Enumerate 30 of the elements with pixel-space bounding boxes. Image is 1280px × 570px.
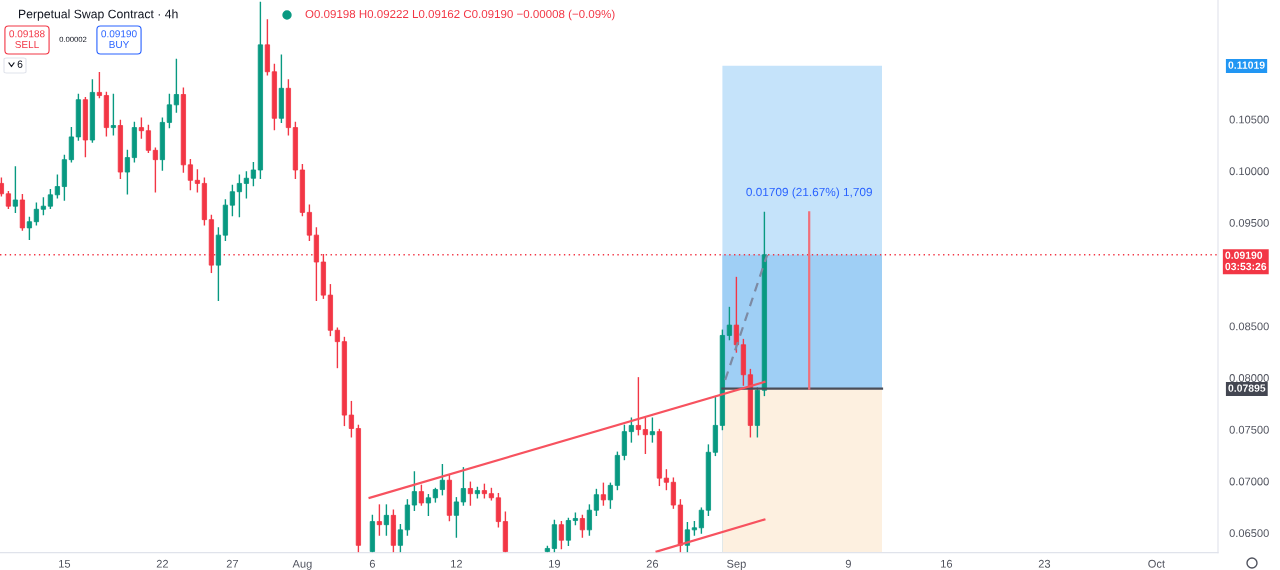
x-tick-label: Aug (292, 559, 312, 570)
x-tick-label: 16 (941, 559, 953, 568)
annotation: O0.09198 H0.09222 L0.09162 C0.09190 −0.00008 (−0.09%) (305, 9, 615, 21)
ref-line-label: 0.09190 03:53:26 (1225, 251, 1267, 271)
y-tick-label: 0.10500 (1229, 115, 1269, 124)
annotation: 6 (17, 60, 23, 68)
text: Perpetual Swap Contract · 4h (19, 9, 178, 21)
y-tick-label: 0.06500 (1229, 529, 1269, 538)
x-tick-label: 19 (549, 559, 561, 568)
y-tick-label: 0.07000 (1229, 477, 1269, 486)
annotation: 0.09190 BUY (101, 30, 137, 49)
x-tick-label: 22 (156, 559, 169, 568)
x-tick-label: 9 (845, 559, 851, 568)
x-tick-label: Oct (1148, 559, 1165, 568)
x-tick-label: 23 (1038, 559, 1051, 568)
annotation: 0.09188 SELL (9, 30, 45, 49)
text: 0.07895 (1228, 384, 1266, 392)
x-tick-label: 6 (369, 559, 375, 568)
text: 0.11019 (1228, 61, 1265, 69)
x-tick-label: 12 (451, 559, 463, 568)
x-tick-label: 15 (59, 559, 71, 568)
y-tick-label: 0.08500 (1229, 322, 1269, 331)
x-tick-label: Sep (727, 559, 746, 570)
y-tick-label: 0.08000 (1229, 374, 1269, 382)
y-tick-label: 0.10000 (1229, 167, 1269, 176)
x-tick-label: 26 (646, 559, 659, 568)
x-tick-label: 27 (226, 559, 239, 568)
y-tick-label: 0.09500 (1229, 219, 1269, 227)
y-tick-label: 0.07500 (1229, 425, 1269, 434)
annotation: 0.01709 (21.67%) 1,709 (746, 187, 872, 199)
